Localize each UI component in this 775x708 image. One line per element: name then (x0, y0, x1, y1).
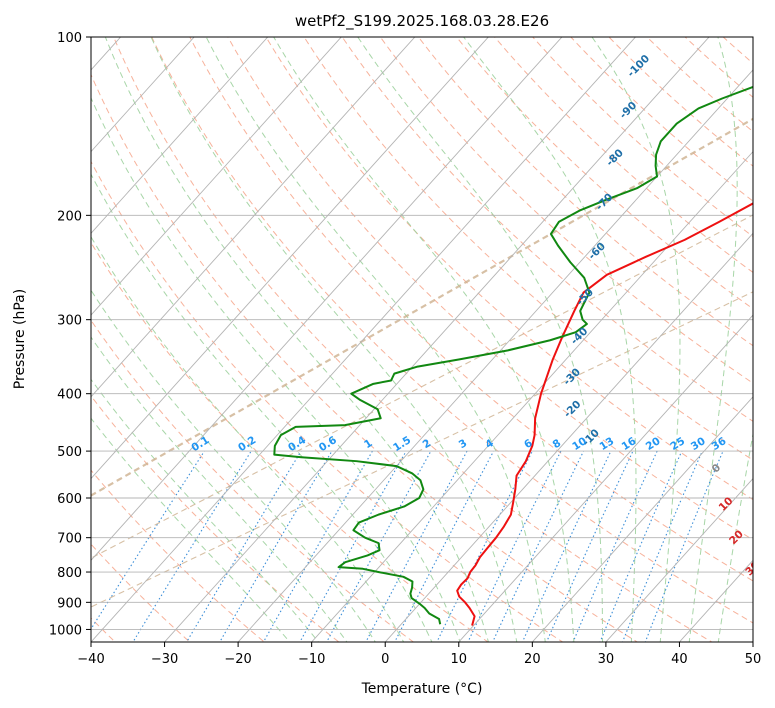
dewpoint-line (273, 85, 753, 625)
isotherm-line (91, 37, 342, 316)
y-tick-label: 400 (57, 388, 82, 403)
temperature-line (456, 202, 753, 626)
isotherm-line (91, 37, 195, 153)
y-tick-label: 300 (57, 314, 82, 329)
moist-adiabat-line (104, 37, 489, 642)
y-axis-label: Pressure (hPa) (12, 289, 28, 389)
moist-adiabat-line (591, 37, 681, 642)
y-tick-label: 100 (57, 31, 82, 46)
isotherm-line (605, 477, 753, 642)
isotherms (91, 37, 753, 642)
y-tick-label: 1000 (49, 623, 82, 638)
moist-adiabat-line (357, 37, 604, 642)
y-tick-label: 600 (57, 492, 82, 507)
x-axis-ticks: −40 −30 −20 −10 0 10 20 30 40 50 (77, 642, 761, 667)
dry-adiabat-line (341, 37, 753, 422)
isotherm-line (91, 37, 563, 561)
dry-adiabat-line (91, 319, 415, 642)
dry-adiabats (91, 37, 753, 642)
y-tick-label: 900 (57, 596, 82, 611)
isotherm-line (91, 37, 269, 235)
reference-curve (91, 291, 753, 608)
x-tick-label: 0 (381, 652, 389, 667)
dry-adiabat-line (113, 37, 713, 642)
isotherm-line (531, 396, 753, 642)
x-tick-label: 50 (745, 652, 762, 667)
isotherm-line (237, 69, 753, 642)
dry-adiabat-line (91, 469, 266, 642)
moist-adiabat-line (91, 96, 461, 642)
reference-curve (91, 117, 753, 497)
y-tick-label: 500 (57, 445, 82, 460)
isotherm-line (458, 314, 753, 642)
x-tick-label: −30 (151, 652, 178, 667)
dry-adiabat-line (303, 37, 753, 461)
reference-curve (91, 214, 753, 559)
moist-adiabat-line (91, 336, 348, 642)
x-tick-label: 20 (524, 652, 541, 667)
isotherm-line (384, 232, 753, 642)
y-tick-label: 200 (57, 209, 82, 224)
dry-adiabat-line (91, 73, 639, 642)
moist-adiabat-line (273, 37, 575, 642)
isotherm-line (311, 150, 753, 642)
x-tick-label: −10 (298, 652, 325, 667)
x-tick-label: 10 (451, 652, 468, 667)
x-tick-label: −20 (224, 652, 251, 667)
isobar-gridlines (91, 37, 753, 630)
isotherm-line (163, 37, 710, 642)
moist-adiabat-line (91, 378, 320, 642)
dry-adiabat-line (189, 37, 753, 582)
y-axis-ticks: 1000 900 800 700 600 500 400 300 200 100 (49, 31, 91, 638)
x-axis-label: Temperature (°C) (361, 681, 483, 697)
chart-title: wetPf2_S199.2025.168.03.28.E26 (295, 12, 549, 31)
moist-adiabat-line (150, 37, 518, 642)
moist-adiabat-line (91, 173, 433, 642)
dry-adiabat-line (91, 241, 489, 642)
plot-area: -100-90-80-70-60-50-40-30-20-100.1 0.2 0.4… (91, 37, 762, 642)
dry-adiabat-line (417, 37, 753, 347)
y-tick-label: 800 (57, 566, 82, 581)
wetbulb-label: 30 (743, 559, 762, 578)
y-tick-label: 700 (57, 532, 82, 547)
moist-adiabat-line (688, 37, 738, 642)
dry-adiabat-line (379, 37, 753, 384)
isotherm-line (91, 37, 637, 642)
dry-adiabat-line (91, 160, 564, 642)
moist-adiabat-line (717, 431, 753, 642)
dry-adiabat-line (227, 37, 753, 541)
isotherm-line (91, 37, 416, 398)
profile-series (273, 85, 753, 626)
moist-adiabat-line (91, 289, 376, 642)
dry-adiabat-line (151, 37, 753, 624)
moist-adiabat-line (91, 417, 291, 642)
moist-adiabat-line (463, 37, 637, 642)
brown-reference-curves (91, 117, 753, 608)
x-tick-label: −40 (77, 652, 104, 667)
isotherm-line (91, 37, 489, 480)
x-tick-label: 30 (598, 652, 615, 667)
plot-frame (90, 36, 754, 643)
x-tick-label: 40 (671, 652, 688, 667)
